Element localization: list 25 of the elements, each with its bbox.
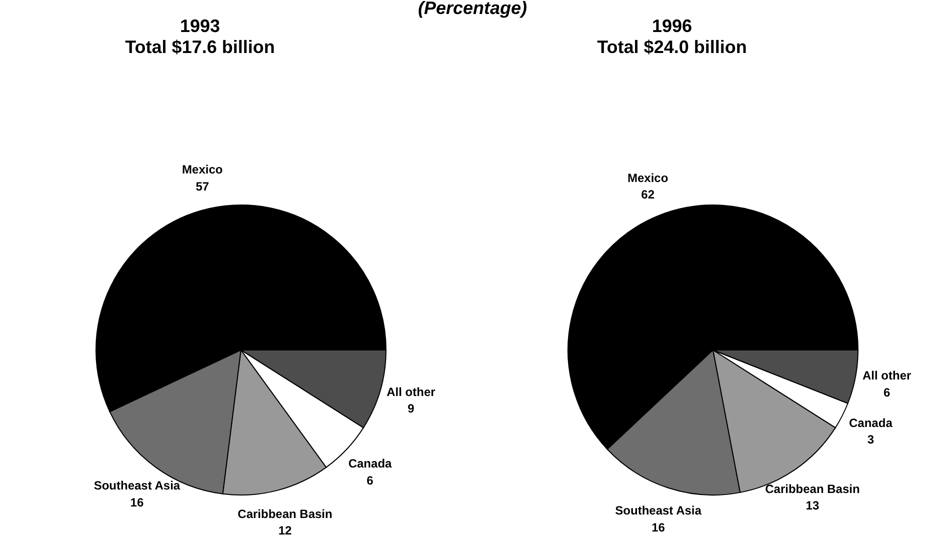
slice-label: Southeast Asia [615, 504, 702, 518]
slice-label: Caribbean Basin [765, 482, 860, 496]
data-label: 9 [408, 402, 415, 416]
slice-label: Canada [348, 456, 392, 471]
data-label: 3 [867, 432, 874, 447]
slice-label: Southeast Asia [94, 478, 180, 493]
slice-label: Caribbean Basin [238, 506, 332, 521]
data-label: 16 [652, 520, 666, 535]
data-label: 62 [641, 188, 655, 202]
data-label: 16 [130, 495, 144, 510]
chart-title: 1996 [652, 16, 692, 36]
data-label: 6 [884, 385, 891, 400]
chart-title: 1993 [178, 16, 222, 37]
slice-label: Canada [849, 416, 893, 430]
data-label: 6 [366, 473, 374, 488]
data-label: 57 [196, 179, 210, 194]
chart-subtitle: Total $17.6 billion [124, 37, 276, 58]
slice-label: All other [862, 368, 912, 383]
data-label: 12 [278, 524, 292, 538]
chart-subtitle: Total $24.0 billion [596, 37, 748, 58]
slice-label: Mexico [182, 162, 223, 177]
slice-label: All other [386, 384, 436, 399]
data-label: 13 [806, 498, 820, 513]
text: (Percentage) [418, 0, 528, 18]
slice-label: Mexico [628, 170, 668, 185]
